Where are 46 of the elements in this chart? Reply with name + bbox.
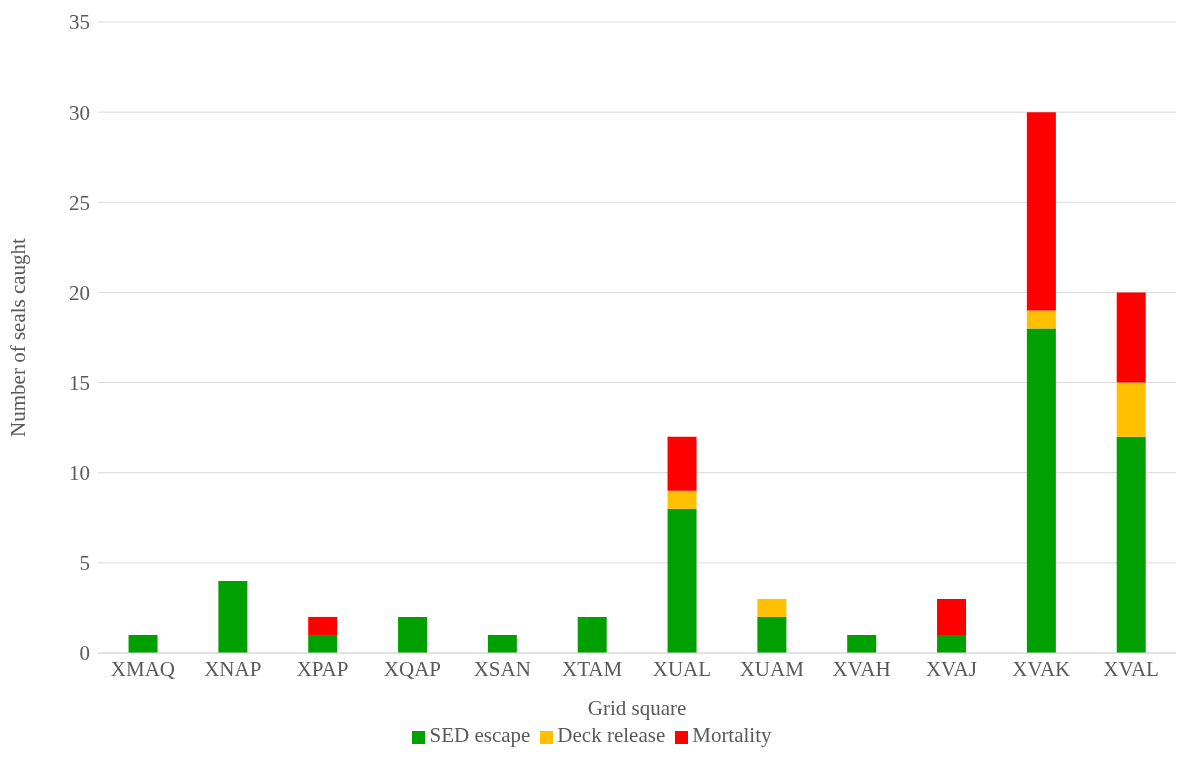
x-tick-label: XSAN — [473, 656, 531, 681]
y-tick-label: 15 — [69, 371, 90, 396]
y-tick-label: 30 — [69, 100, 90, 125]
x-tick-label: XNAP — [204, 656, 262, 681]
x-axis-title: Grid square — [587, 696, 687, 720]
x-tick-label: XQAP — [383, 656, 442, 681]
bar — [667, 436, 697, 491]
bar — [577, 616, 607, 653]
bar — [308, 634, 338, 653]
y-tick-label: 5 — [79, 551, 90, 576]
x-tick-label: XVAH — [832, 656, 891, 681]
bar — [1116, 292, 1146, 383]
x-tick-label: XVAJ — [925, 656, 977, 681]
x-tick-label: XVAK — [1012, 656, 1071, 681]
y-tick-label: 25 — [69, 190, 90, 215]
x-tick-label: XMAQ — [110, 656, 175, 681]
legend-label: SED escape — [429, 723, 531, 747]
bar — [937, 598, 967, 635]
bar — [308, 616, 338, 635]
x-tick-label: XPAP — [296, 656, 349, 681]
bar — [218, 580, 248, 653]
y-tick-label: 35 — [69, 10, 90, 35]
bar — [667, 490, 697, 509]
y-tick-label: 0 — [79, 641, 90, 666]
x-tick-label: XUAL — [652, 656, 712, 681]
bar — [487, 634, 517, 653]
bar — [1026, 112, 1056, 311]
bar — [1116, 382, 1146, 437]
bar — [937, 634, 967, 653]
y-axis-title: Number of seals caught — [6, 237, 31, 437]
x-tick-label: XTAM — [562, 656, 623, 681]
legend-label: Mortality — [692, 723, 772, 747]
bar — [1026, 328, 1056, 653]
x-tick-label: XVAL — [1103, 656, 1159, 681]
y-tick-label: 10 — [69, 461, 90, 486]
x-tick-label: XUAM — [739, 656, 805, 681]
bar — [1026, 310, 1056, 329]
bar — [667, 508, 697, 653]
bar — [757, 616, 787, 653]
bar — [847, 634, 877, 653]
bar — [757, 598, 787, 617]
legend-label: Deck release — [557, 723, 666, 747]
y-tick-label: 20 — [69, 280, 90, 305]
bar — [1116, 436, 1146, 653]
bar — [128, 634, 158, 653]
bar — [398, 616, 428, 653]
